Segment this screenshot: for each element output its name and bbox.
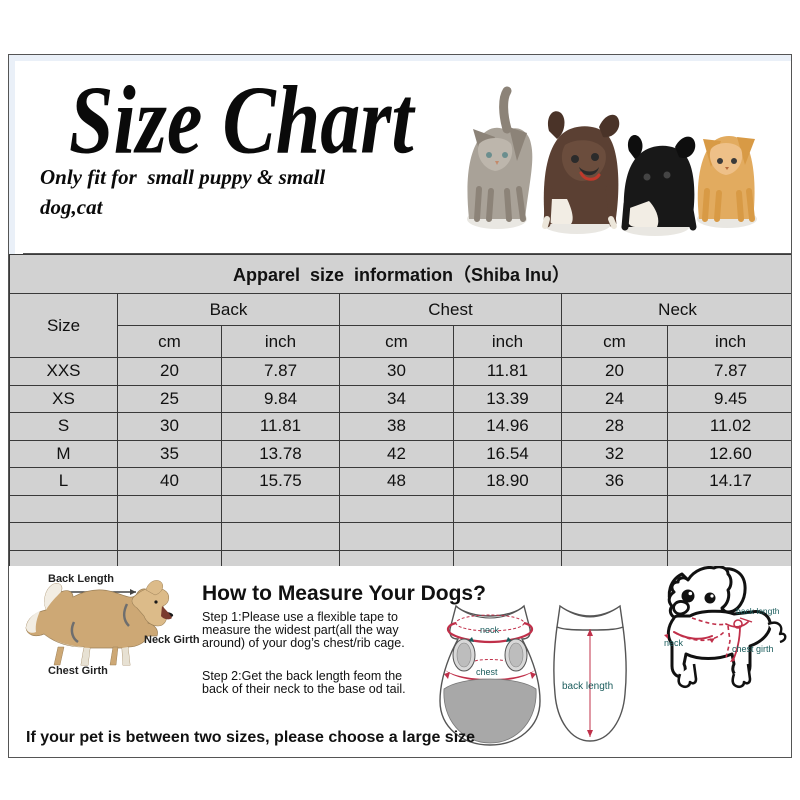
svg-text:back length: back length xyxy=(562,681,613,692)
svg-text:chest girth: chest girth xyxy=(732,644,774,654)
svg-text:Neck Girth: Neck Girth xyxy=(144,634,200,646)
svg-text:neck: neck xyxy=(480,625,500,635)
svg-text:Chest Girth: Chest Girth xyxy=(48,665,108,677)
svg-text:chest: chest xyxy=(476,667,498,677)
svg-text:back length: back length xyxy=(736,606,780,616)
svg-text:neck: neck xyxy=(664,638,684,648)
